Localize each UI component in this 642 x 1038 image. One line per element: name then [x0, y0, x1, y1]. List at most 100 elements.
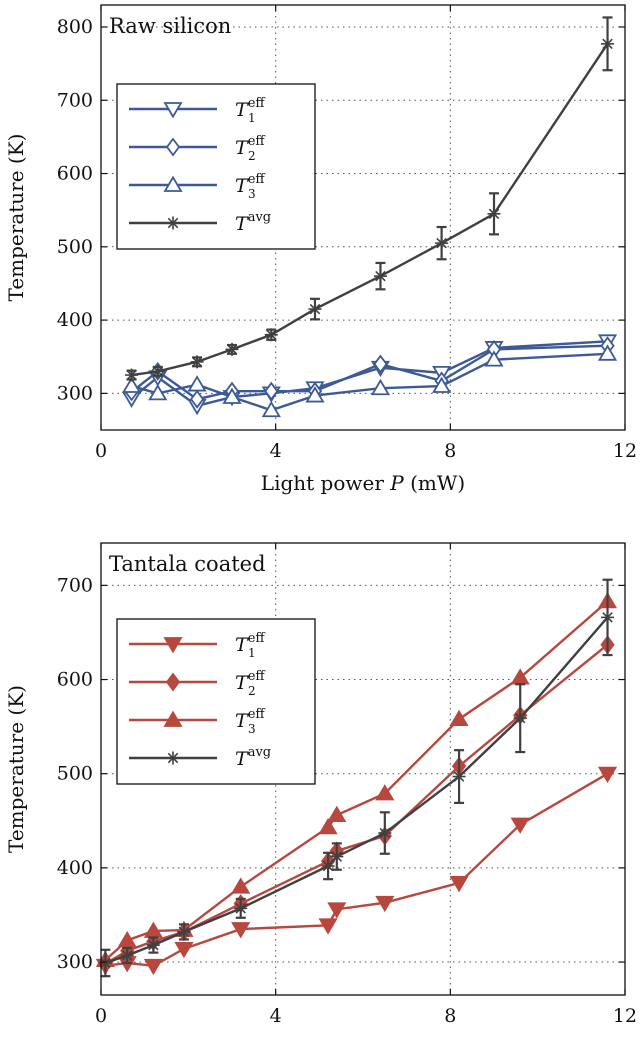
chart-title: Tantala coated [109, 552, 266, 576]
data-point [234, 901, 248, 915]
data-point [484, 350, 504, 367]
legend-entry: Teff 1 [129, 96, 266, 125]
legend-marker [163, 637, 183, 654]
data-point [148, 383, 168, 401]
data-point [151, 364, 165, 378]
series-3 [95, 592, 618, 968]
data-point [597, 766, 618, 784]
x-tick-label: 0 [95, 440, 107, 462]
x-tick-label: 12 [613, 1005, 637, 1027]
data-point [264, 328, 278, 342]
series-line [131, 352, 608, 412]
series-4 [98, 578, 615, 978]
x-axis-label: Light power P (mW) [261, 1036, 465, 1038]
y-axis-label: Temperature (K) [4, 685, 28, 853]
data-point [121, 376, 142, 393]
legend-label: Teff 2 [235, 134, 266, 163]
data-point [177, 925, 191, 939]
x-axis-label: Light power P (mW) [261, 471, 465, 495]
x-tick-label: 4 [270, 1005, 282, 1027]
y-tick-label: 700 [57, 574, 93, 596]
data-point [308, 302, 322, 316]
y-tick-label: 600 [57, 163, 93, 185]
legend-marker [163, 175, 183, 192]
plot-frame [100, 542, 626, 996]
y-tick-label: 400 [57, 309, 93, 331]
legend-marker [163, 710, 183, 727]
y-tick-label: 500 [57, 763, 93, 785]
legend-label: Teff 1 [235, 96, 266, 125]
legend-label: Tavg [235, 210, 271, 235]
data-point [513, 711, 527, 725]
chart-panel-1: 0 4 8 12 300 400 500 600 700 800 Raw silicon Light … [4, 4, 637, 495]
data-point [189, 389, 205, 409]
legend-entry: Teff 3 [129, 172, 266, 201]
legend-entry: Teff 3 [129, 707, 266, 736]
legend-label: Tavg [235, 745, 271, 770]
legend-label: Teff 2 [235, 669, 266, 698]
y-tick-label: 800 [57, 16, 93, 38]
y-tick-label: 300 [57, 951, 93, 973]
data-point [318, 918, 338, 935]
chart-panel-2: 0 4 8 12 300 400 500 600 700 Tantala coated Light … [4, 542, 637, 1038]
data-point [435, 236, 449, 250]
data-point [174, 941, 194, 959]
series-line [130, 340, 608, 408]
data-point [601, 37, 615, 51]
legend-entry: Teff 2 [129, 134, 266, 163]
legend-label: Teff 3 [235, 172, 266, 201]
data-point [305, 386, 325, 403]
x-tick-label: 8 [444, 440, 456, 462]
data-point [321, 859, 335, 873]
legend-entry: Tavg [129, 745, 271, 770]
x-tick-label: 12 [613, 440, 637, 462]
data-point [487, 207, 501, 221]
data-point [261, 400, 281, 418]
x-tick-label: 0 [95, 1005, 107, 1027]
legend-label: Teff 1 [235, 631, 266, 660]
data-point [373, 269, 387, 283]
legend-marker [165, 672, 181, 692]
y-tick-label: 400 [57, 857, 93, 879]
data-point [510, 817, 530, 834]
data-point [231, 877, 251, 894]
series-line [130, 344, 608, 401]
data-point [187, 375, 207, 392]
legend-label: Teff 3 [235, 707, 266, 736]
data-point [225, 342, 239, 356]
series-3 [121, 344, 618, 418]
data-point [449, 876, 469, 893]
y-tick-label: 600 [57, 669, 93, 691]
x-tick-label: 4 [270, 440, 282, 462]
data-point [327, 902, 347, 919]
data-point [125, 368, 139, 382]
series-1 [95, 766, 618, 976]
legend-marker [165, 137, 181, 157]
data-point [222, 387, 242, 404]
data-point [120, 948, 134, 962]
data-point [370, 378, 391, 396]
data-point [117, 931, 137, 948]
data-point [432, 376, 452, 393]
data-point [318, 818, 338, 835]
data-point [452, 770, 466, 784]
y-tick-label: 300 [57, 382, 93, 404]
legend-box [116, 618, 316, 785]
data-point [264, 381, 279, 401]
legend-marker [166, 751, 180, 765]
data-point [190, 355, 204, 369]
plot-frame [100, 4, 626, 431]
series-4 [125, 16, 615, 382]
data-point [146, 938, 160, 952]
data-point [375, 895, 395, 913]
legend-entry: Tavg [129, 210, 271, 235]
legend: Teff 1 Teff 2 Teff 3 Tavg [116, 618, 316, 785]
data-point [597, 344, 618, 361]
data-point [601, 610, 615, 624]
data-point [327, 805, 347, 823]
data-point [375, 784, 395, 801]
y-axis-label: Temperature (K) [4, 134, 28, 302]
data-point [449, 709, 469, 726]
data-point [330, 850, 344, 864]
